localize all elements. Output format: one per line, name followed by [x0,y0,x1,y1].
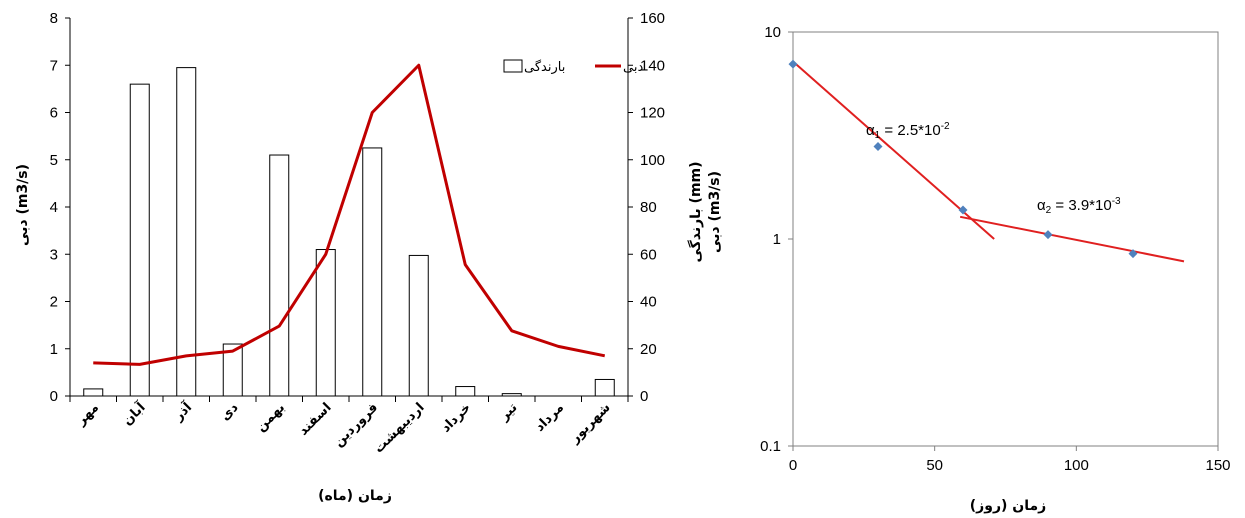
x-tick-label: 50 [926,457,943,474]
left-tick-label: 0 [50,388,58,405]
data-point [1043,230,1053,240]
data-point [873,141,883,151]
left-tick-label: 4 [50,199,58,216]
y-tick-label: 10 [764,24,781,41]
x-axis-title-2: زمان (روز) [970,498,1046,514]
alpha1-annotation: α1 = 2.5*10-2 [866,121,950,141]
data-point [1128,249,1138,259]
right-tick-label: 80 [640,199,657,216]
x-tick-label: 100 [1064,457,1089,474]
right-tick-label: 100 [640,152,665,169]
x-tick-label: 150 [1205,457,1230,474]
left-tick-label: 5 [50,152,58,169]
left-tick-label: 2 [50,294,58,311]
left-tick-label: 1 [50,341,58,358]
left-tick-label: 7 [50,57,58,74]
right-axis-title-2: دبی (m3/s) [707,171,723,253]
plot-frame [792,31,1219,447]
right-tick-label: 160 [640,10,665,27]
alpha2-annotation: α2 = 3.9*10-3 [1037,196,1121,216]
data-point [788,59,798,69]
right-tick-label: 40 [640,294,657,311]
y-tick-label: 0.1 [760,438,781,455]
discharge-line [93,63,606,366]
left-tick-label: 8 [50,10,58,27]
trend-line [959,215,1185,263]
right-tick-label: 20 [640,341,657,358]
y-tick-label: 1 [773,231,781,248]
right-tick-label: 0 [640,388,648,405]
right-tick-label: 60 [640,246,657,263]
legend: بارندگی دبی [503,59,643,75]
legend-bar-swatch [503,59,523,73]
left-tick-label: 3 [50,246,58,263]
legend-line-label: دبی [623,60,643,75]
left-axis-title: دبی (m3/s) [15,164,31,246]
right-tick-label: 140 [640,57,665,74]
legend-bar-label: بارندگی [524,59,565,75]
right-axis-title-1: بارندگی (mm) [687,161,704,262]
x-axis-title: زمان (ماه) [318,488,392,504]
data-point [958,205,968,215]
left-tick-label: 6 [50,105,58,122]
right-tick-label: 120 [640,105,665,122]
x-tick-label: 0 [789,457,797,474]
